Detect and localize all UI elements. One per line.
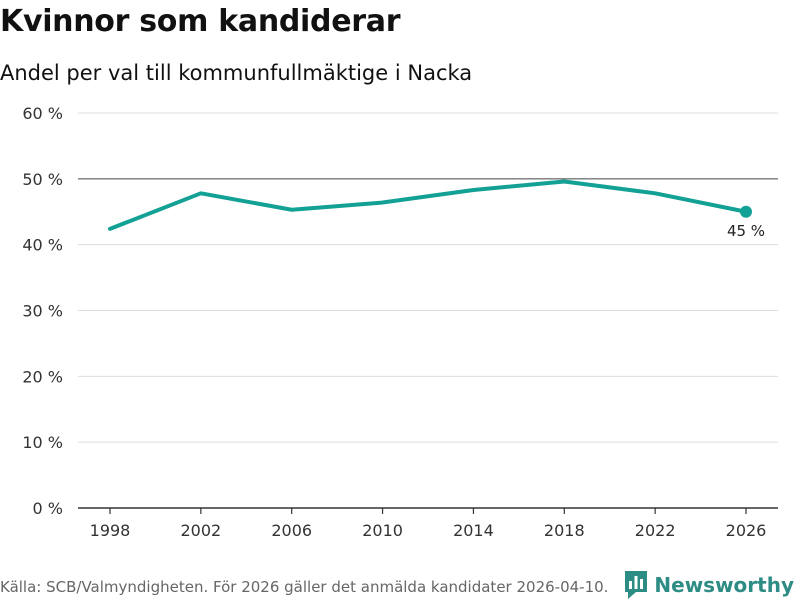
source-note: Källa: SCB/Valmyndigheten. För 2026 gäll… <box>0 578 609 596</box>
y-tick-label: 40 % <box>22 236 63 255</box>
newsworthy-icon <box>625 571 648 599</box>
brand-name: Newsworthy <box>654 573 794 597</box>
end-point-marker <box>740 205 752 218</box>
x-tick-label: 1998 <box>90 521 131 540</box>
y-tick-label: 60 % <box>22 104 63 123</box>
chart-subtitle: Andel per val till kommunfullmäktige i N… <box>0 61 473 85</box>
x-tick-label: 2002 <box>180 521 221 540</box>
x-tick-label: 2006 <box>271 521 312 540</box>
chart-title: Kvinnor som kandiderar <box>0 4 401 39</box>
newsworthy-logo: Newsworthy <box>624 570 794 600</box>
x-tick-label: 2010 <box>362 521 403 540</box>
y-tick-label: 0 % <box>33 499 63 518</box>
y-tick-label: 30 % <box>22 302 63 321</box>
x-tick-label: 2022 <box>635 521 676 540</box>
x-tick-label: 2018 <box>544 521 585 540</box>
x-tick-label: 2026 <box>726 521 767 540</box>
y-tick-label: 10 % <box>22 433 63 452</box>
data-label: 45 % <box>727 222 765 240</box>
y-tick-label: 50 % <box>22 170 63 189</box>
x-tick-label: 2014 <box>453 521 494 540</box>
series-line <box>108 179 748 231</box>
y-tick-label: 20 % <box>22 367 63 386</box>
